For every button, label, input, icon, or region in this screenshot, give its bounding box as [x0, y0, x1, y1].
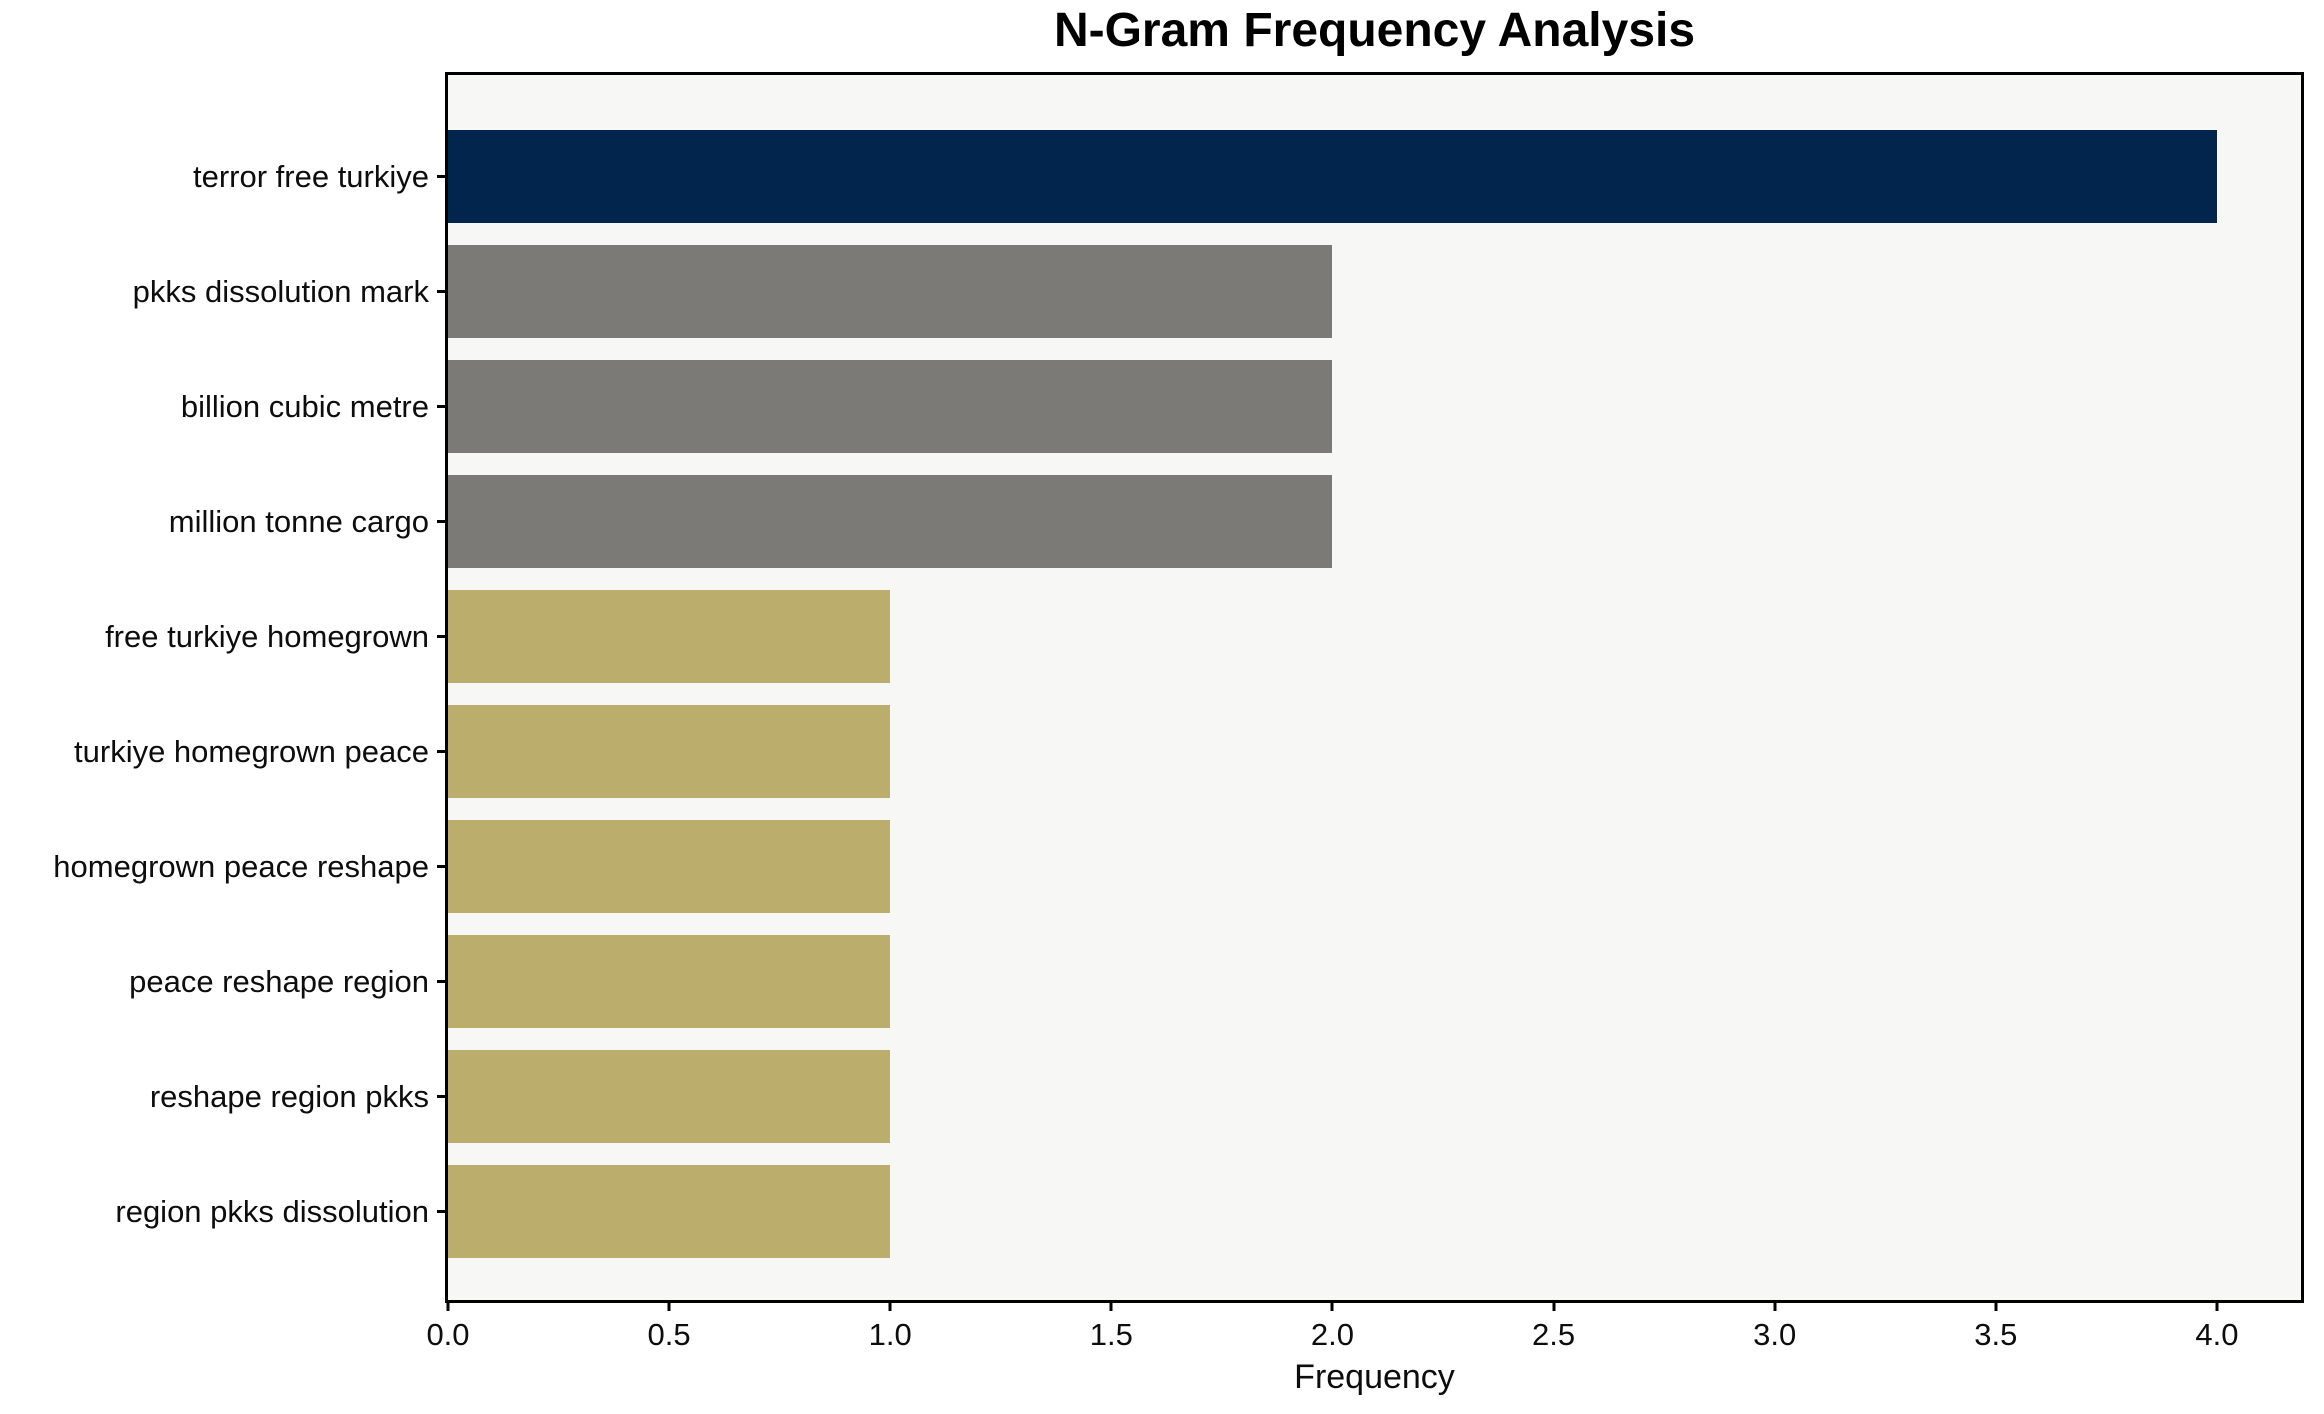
x-tick-mark [667, 1300, 671, 1311]
x-tick-mark [888, 1300, 892, 1311]
bar-row: reshape region pkks [150, 1039, 2301, 1154]
bar-row: region pkks dissolution [115, 1154, 2301, 1269]
bar-reshape-region-pkks [448, 1050, 891, 1143]
y-tick-label: homegrown peace reshape [53, 848, 429, 884]
y-tick-mark [437, 750, 448, 753]
bar-row: free turkiye homegrown [105, 579, 2301, 694]
y-tick-mark [437, 405, 448, 408]
x-tick-label: 1.5 [1089, 1317, 1133, 1352]
y-tick-mark [437, 1095, 448, 1098]
x-tick-mark [1330, 1300, 1334, 1311]
bar-region-pkks-dissolution [448, 1165, 891, 1258]
bar-row: turkiye homegrown peace [74, 694, 2301, 809]
y-tick-mark [437, 980, 448, 983]
x-tick-label: 4.0 [2195, 1317, 2239, 1352]
bar-peace-reshape-region [448, 935, 891, 1028]
x-tick-mark [446, 1300, 450, 1311]
bar-homegrown-peace-reshape [448, 820, 891, 913]
y-tick-label: peace reshape region [129, 963, 429, 999]
x-tick-mark [1994, 1300, 1998, 1311]
bar-row: homegrown peace reshape [53, 809, 2301, 924]
y-tick-mark [437, 865, 448, 868]
bar-free-turkiye-homegrown [448, 590, 891, 683]
x-tick-label: 0.0 [426, 1317, 470, 1352]
bar-row: terror free turkiye [193, 119, 2301, 234]
bar-terror-free-turkiye [448, 130, 2217, 223]
x-axis-ticks-container: 0.0 0.5 1.0 1.5 2.0 2.5 3.0 3.5 4.0 [426, 75, 2301, 1352]
bar-million-tonne-cargo [448, 475, 1333, 568]
x-tick-label: 2.5 [1532, 1317, 1576, 1352]
y-tick-mark [437, 175, 448, 178]
x-tick-label: 3.5 [1974, 1317, 2018, 1352]
bar-row: peace reshape region [129, 924, 2301, 1039]
x-tick-mark [2215, 1300, 2219, 1311]
y-tick-mark [437, 520, 448, 523]
bar-turkiye-homegrown-peace [448, 705, 891, 798]
y-tick-mark [437, 1210, 448, 1213]
y-tick-label: reshape region pkks [149, 1078, 429, 1114]
x-tick-mark [1552, 1300, 1556, 1311]
x-tick-label: 2.0 [1310, 1317, 1355, 1352]
x-tick-label: 3.0 [1753, 1317, 1797, 1352]
x-axis-label: Frequency [1294, 1358, 1455, 1396]
x-tick-mark [1773, 1300, 1777, 1311]
y-tick-label: terror free turkiye [192, 158, 429, 194]
bar-row: billion cubic metre [181, 349, 2301, 464]
chart-title: N-Gram Frequency Analysis [1053, 4, 1696, 57]
y-tick-label: turkiye homegrown peace [74, 733, 429, 769]
bars-container: terror free turkiye pkks dissolution mark… [53, 75, 2301, 1300]
y-tick-label: free turkiye homegrown [105, 618, 429, 654]
y-tick-label: billion cubic metre [180, 388, 429, 424]
y-tick-label: region pkks dissolution [115, 1193, 429, 1229]
y-tick-mark [437, 635, 448, 638]
x-tick-label: 0.5 [647, 1317, 691, 1352]
x-tick-label: 1.0 [868, 1317, 912, 1352]
y-tick-label: million tonne cargo [168, 503, 429, 539]
y-tick-label: pkks dissolution mark [132, 273, 429, 309]
bar-row: million tonne cargo [169, 464, 2301, 579]
y-tick-mark [437, 290, 448, 293]
x-tick-mark [1109, 1300, 1113, 1311]
bar-pkks-dissolution-mark [448, 245, 1333, 338]
plot-area: terror free turkiye pkks dissolution mark… [53, 72, 2304, 1352]
bar-billion-cubic-metre [448, 360, 1333, 453]
bar-row: pkks dissolution mark [133, 234, 2301, 349]
